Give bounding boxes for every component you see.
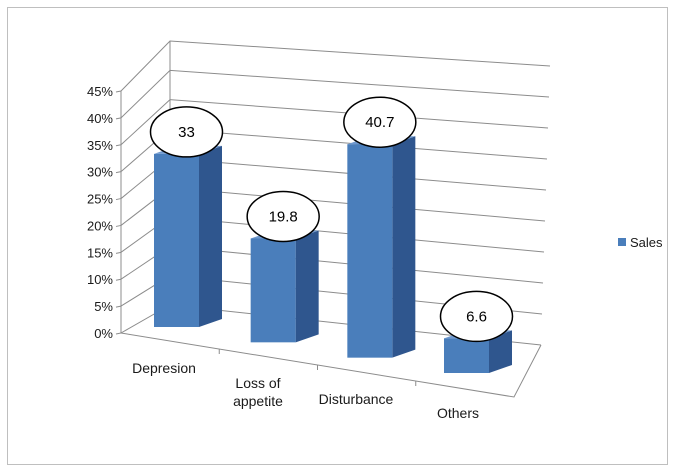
floor-edge (120, 332, 542, 398)
data-label-text: 19.8 (269, 208, 298, 225)
y-tick-mark (115, 171, 122, 174)
data-label-text: 40.7 (365, 114, 394, 131)
y-tick-label: 10% (87, 272, 113, 287)
y-tick-mark (115, 117, 122, 120)
y-tick-label: 35% (87, 138, 113, 153)
bar-front (250, 238, 296, 343)
data-label-bubble (343, 96, 417, 148)
bar (154, 145, 222, 327)
x-tick-label-line: Others (437, 405, 479, 421)
y-tick-label: 5% (94, 299, 113, 314)
y-tick-label: 30% (87, 165, 113, 180)
bar-side (392, 136, 416, 358)
y-tick-label: 40% (87, 111, 113, 126)
y-tick-label: 15% (87, 245, 113, 260)
bar-side (199, 145, 222, 327)
bar (347, 136, 416, 358)
y-tick-label: 20% (87, 218, 113, 233)
data-label: 40.7 (343, 96, 417, 148)
data-label: 6.6 (439, 290, 514, 343)
y-tick-mark (115, 251, 122, 254)
data-label-bubble (149, 106, 224, 158)
y-tick-mark (115, 198, 122, 201)
x-tick-label: Disturbance (319, 391, 394, 407)
y-tick-label: 45% (87, 84, 113, 99)
y-tick-mark (115, 224, 122, 227)
x-tick-label: Loss of appetite (233, 375, 283, 409)
chart-frame (7, 7, 668, 465)
data-label-text: 6.6 (466, 308, 487, 325)
x-tick-label-line: Disturbance (319, 391, 394, 407)
bar-front (444, 338, 489, 373)
data-label-text: 33 (178, 124, 195, 141)
y-tick-label: 0% (94, 326, 113, 341)
gridline (120, 40, 551, 92)
data-labels: 33 19.8 40.7 6.6 (149, 96, 514, 343)
data-label: 19.8 (246, 190, 320, 243)
bar-front (154, 153, 199, 327)
legend: Sales (618, 235, 663, 250)
bars (154, 136, 512, 373)
x-tick-label: Others (437, 405, 479, 421)
bar-side (295, 230, 319, 343)
y-axis: 0% 5% 10% 15% 20% 25% 30% 35% 40% 45% (87, 84, 122, 341)
bar (250, 230, 319, 343)
y-tick-mark (115, 144, 122, 147)
y-tick-mark (115, 278, 122, 281)
x-tick-label: Depresion (132, 360, 196, 376)
data-label-bubble (246, 190, 320, 243)
data-label-bubble (439, 290, 514, 343)
bar-side (489, 330, 512, 373)
x-tick-label-line: appetite (233, 393, 283, 409)
x-axis: Depresion Loss of appetite Disturbance Other… (132, 360, 479, 421)
x-tick-label-line: Loss of (235, 375, 280, 391)
legend-label: Sales (630, 235, 663, 250)
y-tick-mark (115, 305, 122, 308)
bar-front (347, 144, 393, 358)
y-tick-mark (115, 90, 122, 93)
y-tick-mark (115, 332, 122, 335)
legend-swatch (618, 238, 626, 246)
x-tick-label-line: Depresion (132, 360, 196, 376)
data-label: 33 (149, 106, 224, 158)
y-tick-label: 25% (87, 192, 113, 207)
